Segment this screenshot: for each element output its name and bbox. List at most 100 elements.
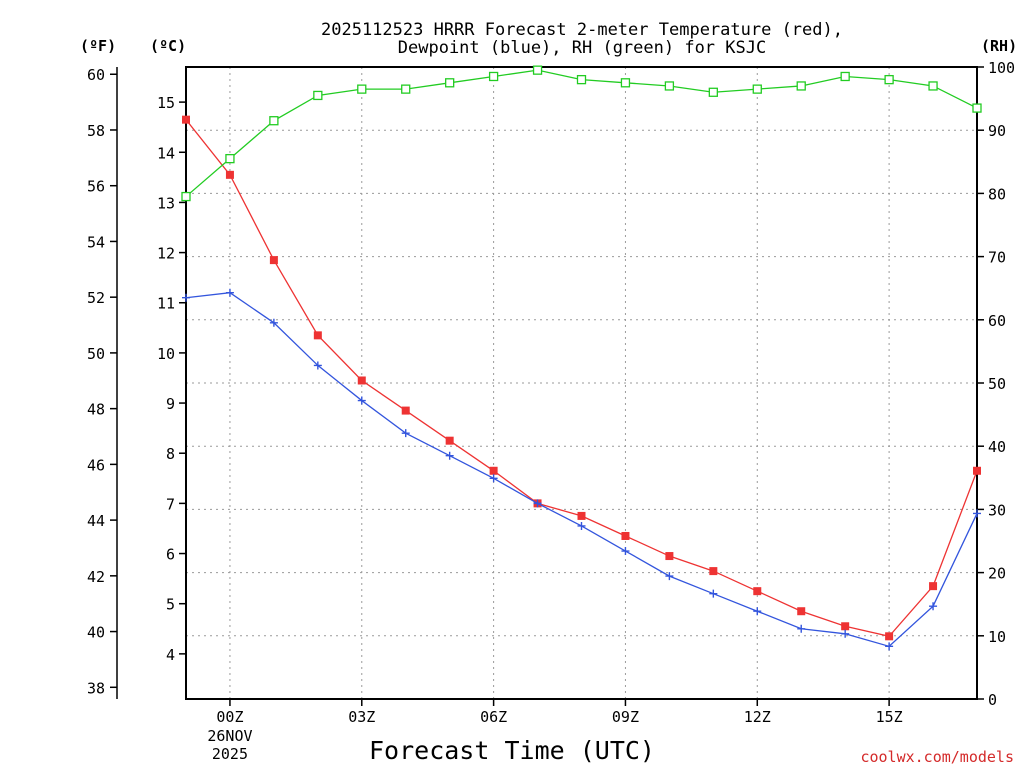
rh-point [664,81,675,91]
temperature-point [225,170,234,179]
dewpoint-point [885,642,894,651]
temperature-point [489,466,498,475]
celsius-tick-label: 8 [166,445,175,463]
celsius-tick-label: 5 [166,596,175,614]
rh-tick-label: 80 [988,185,1006,203]
dewpoint-point [489,474,498,483]
dewpoint-point [841,629,850,638]
rh-point [796,81,806,91]
celsius-tick-label: 7 [166,495,175,513]
x-tick-year-label: 2025 [212,745,248,763]
x-tick-label: 03Z [348,708,375,726]
rh-tick-label: 90 [988,122,1006,140]
rh-unit-label: (RH) [981,37,1017,55]
dewpoint-line [185,292,978,648]
rh-point [620,78,631,88]
rh-line [185,69,978,198]
data-series [181,65,982,651]
fahrenheit-tick-label: 46 [87,456,105,474]
celsius-tick-label: 12 [157,245,175,263]
temperature-point [182,115,190,124]
rh-point [181,191,191,202]
fahrenheit-tick-label: 44 [87,512,105,530]
rh-point [972,103,982,113]
temperature-point [269,256,278,265]
fahrenheit-tick-label: 54 [87,233,105,251]
rh-point [357,84,367,94]
rh-point [532,65,543,75]
temperature-point [401,406,410,415]
x-tick-label: 00Z [216,708,243,726]
temperature-point [709,567,718,576]
series-temperature [182,115,981,641]
temperature-point [929,582,938,591]
fahrenheit-tick-label: 56 [87,178,105,196]
dewpoint-point [182,293,190,302]
fahrenheit-tick-label: 52 [87,289,105,307]
celsius-tick-label: 4 [166,646,175,664]
fahrenheit-tick-label: 58 [87,122,105,140]
rh-point [884,74,894,85]
dewpoint-point [445,451,454,460]
fahrenheit-tick-label: 38 [87,679,105,697]
series-dewpoint [182,288,981,651]
dewpoint-point [225,288,234,297]
rh-point [840,71,850,82]
fahrenheit-tick-label: 40 [87,624,105,642]
dewpoint-point [621,547,630,556]
rh-tick-label: 70 [988,249,1006,267]
temperature-point [445,436,454,445]
x-tick-label: 12Z [744,708,771,726]
temperature-point [621,531,630,540]
temperature-point [973,466,981,475]
dewpoint-point [269,318,278,327]
series-rh [181,65,982,202]
rh-point [269,116,279,126]
temperature-point [885,632,894,641]
chart-title: 2025112523 HRRR Forecast 2-meter Tempera… [321,20,843,40]
dewpoint-point [577,521,586,530]
fahrenheit-tick-label: 48 [87,401,105,419]
rh-point [401,84,411,94]
dewpoint-point [357,396,366,405]
rh-tick-label: 0 [988,691,997,709]
rh-point [708,87,718,97]
temperature-point [357,376,366,385]
rh-tick-label: 100 [988,59,1015,77]
rh-point [313,90,323,101]
temperature-point [797,607,806,616]
x-tick-label: 06Z [480,708,507,726]
dewpoint-point [753,607,762,616]
chart-subtitle: Dewpoint (blue), RH (green) for KSJC [398,38,766,58]
fahrenheit-tick-label: 60 [87,66,105,84]
x-tick-label: 15Z [876,708,903,726]
celsius-tick-label: 10 [157,345,175,363]
temperature-point [841,622,850,631]
temperature-point [665,552,674,561]
dewpoint-point [797,624,806,633]
fahrenheit-unit-label: (ºF) [80,37,116,55]
celsius-tick-label: 15 [157,94,175,112]
celsius-unit-label: (ºC) [150,37,186,55]
dewpoint-point [401,429,410,438]
celsius-tick-label: 6 [166,546,175,564]
celsius-tick-label: 14 [157,144,175,162]
dewpoint-point [533,499,542,508]
rh-tick-label: 40 [988,438,1006,456]
dewpoint-point [973,509,981,518]
celsius-tick-label: 9 [166,395,175,413]
temperature-point [313,331,322,340]
rh-point [576,74,587,85]
celsius-tick-label: 11 [157,295,175,313]
x-tick-label: 09Z [612,708,639,726]
temperature-point [577,511,586,520]
temperature-line [185,119,978,638]
temperature-point [753,587,762,596]
rh-tick-label: 20 [988,565,1006,583]
rh-point [225,153,235,164]
rh-tick-label: 50 [988,375,1006,393]
dewpoint-point [665,572,674,581]
gridlines [186,67,977,699]
